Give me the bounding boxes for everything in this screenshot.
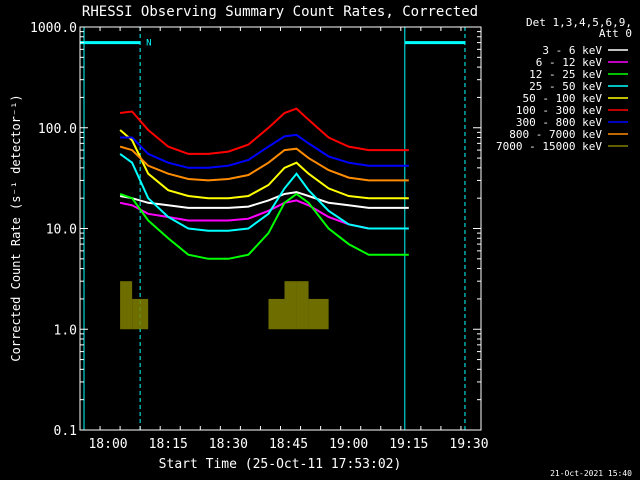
series-line [119,107,409,155]
x-tick-label: 19:00 [329,437,368,452]
x-tick-label: 18:45 [269,437,308,452]
annotation-label: N [146,39,151,49]
legend-entry-label: 3 - 6 keV [542,44,602,57]
series-point [120,281,133,330]
series-point [132,298,149,330]
y-axis: 0.1 1.0 10.0 100.0 1000.0 [30,21,481,439]
series-line [119,191,409,209]
x-tick-label: 19:30 [449,437,488,452]
series-point [268,298,285,330]
x-tick-label: 19:15 [389,437,428,452]
legend-entry-label: 6 - 12 keV [536,56,603,69]
plot-area: N [80,27,466,430]
x-tick-label: 18:15 [149,437,188,452]
x-axis-label: Start Time (25-Oct-11 17:53:02) [159,457,402,472]
legend-entry-label: 7000 - 15000 keV [496,140,602,153]
legend-entry-label: 25 - 50 keV [529,80,602,93]
legend-header-line-2: Att 0 [599,27,632,40]
series-point [308,298,329,330]
y-tick-label: 1000.0 [30,21,77,36]
legend-header-line-1: Det 1,3,4,5,6,9, [526,16,632,29]
legend-entry-label: 50 - 100 keV [523,92,603,105]
series-line [120,133,409,169]
legend-entry-label: 100 - 300 keV [516,104,602,117]
series-point [284,281,297,330]
x-tick-label: 18:00 [88,437,127,452]
y-tick-label: 0.1 [54,424,77,439]
x-tick-label: 18:30 [209,437,248,452]
y-tick-label: 100.0 [38,122,77,137]
y-tick-label: 1.0 [54,323,77,338]
x-axis: 18:00 18:15 18:30 18:45 19:00 19:15 19:30 [79,27,489,452]
legend-entry-label: 300 - 800 keV [516,116,602,129]
legend-entry-label: 12 - 25 keV [529,68,602,81]
y-axis-label: Corrected Count Rate (s⁻¹ detector⁻¹) [9,94,23,361]
series-line [119,129,409,200]
series-line [119,153,409,232]
series-line [119,145,409,182]
legend-entry-label: 800 - 7000 keV [509,128,602,141]
series-line [119,192,409,260]
y-tick-label: 10.0 [46,223,77,238]
chart-title: RHESSI Observing Summary Count Rates, Co… [82,4,478,20]
series-point [296,281,309,330]
timestamp: 21-Oct-2021 15:40 [550,469,632,478]
